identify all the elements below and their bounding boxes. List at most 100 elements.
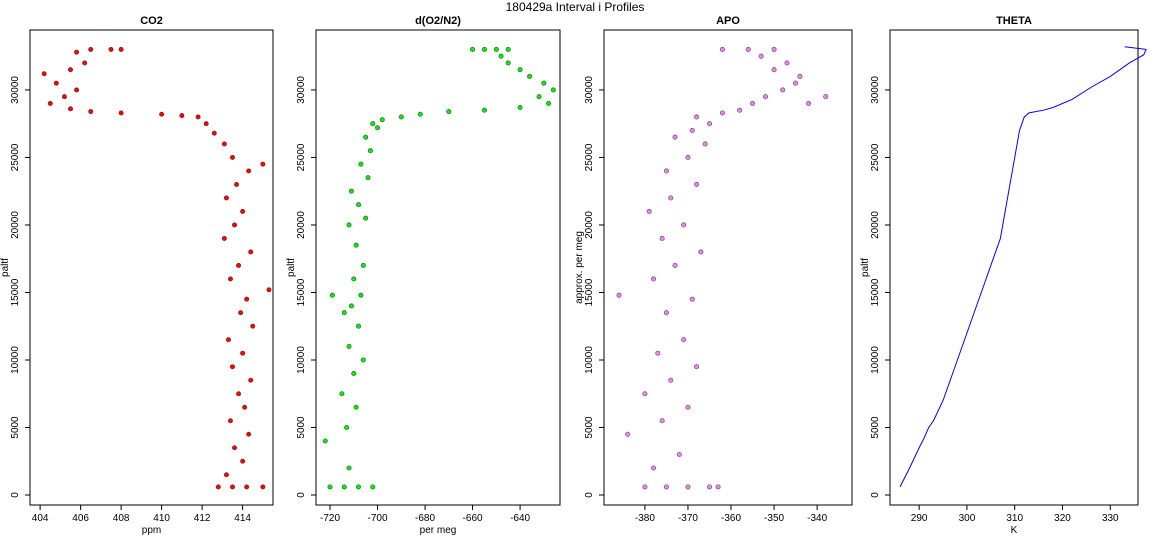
x-tick-label: -680 bbox=[415, 513, 435, 524]
point bbox=[344, 424, 350, 431]
point bbox=[698, 249, 704, 255]
point bbox=[67, 67, 74, 73]
point bbox=[355, 202, 362, 208]
point bbox=[685, 154, 691, 161]
x-tick-label: -660 bbox=[463, 513, 483, 524]
point bbox=[370, 484, 376, 490]
point bbox=[227, 276, 234, 282]
point bbox=[353, 242, 359, 248]
point bbox=[367, 148, 373, 154]
point bbox=[203, 121, 209, 127]
plot-frame bbox=[889, 29, 1139, 506]
y-tick-label: 25000 bbox=[296, 143, 307, 171]
point bbox=[616, 292, 622, 298]
y-tick-label: 30000 bbox=[584, 76, 595, 104]
x-axis-label: ppm bbox=[142, 525, 161, 536]
point bbox=[737, 107, 743, 113]
point bbox=[348, 188, 354, 194]
point bbox=[398, 114, 404, 120]
y-tick-label: 5000 bbox=[10, 416, 21, 439]
point bbox=[223, 195, 229, 201]
point bbox=[195, 114, 201, 120]
plot-frame bbox=[29, 29, 274, 506]
point bbox=[234, 181, 240, 188]
plot-frame bbox=[603, 29, 853, 506]
point bbox=[223, 472, 229, 478]
point bbox=[348, 303, 354, 309]
point bbox=[446, 109, 452, 115]
point bbox=[668, 377, 674, 383]
point bbox=[797, 73, 803, 79]
point bbox=[493, 46, 499, 52]
point bbox=[248, 377, 254, 383]
point bbox=[659, 235, 665, 242]
point bbox=[793, 80, 799, 86]
y-tick-label: 25000 bbox=[10, 143, 21, 171]
y-tick-label: 15000 bbox=[870, 278, 881, 306]
y-tick-label: 15000 bbox=[10, 278, 21, 306]
point bbox=[379, 117, 385, 123]
panel-title: d(O2/N2) bbox=[415, 15, 461, 27]
x-axis-label: per meg bbox=[420, 525, 457, 536]
point bbox=[341, 310, 347, 316]
point bbox=[365, 175, 371, 181]
point bbox=[672, 134, 678, 140]
point bbox=[231, 222, 238, 228]
point bbox=[517, 67, 523, 73]
point bbox=[771, 67, 777, 73]
y-tick-label: 5000 bbox=[870, 416, 881, 439]
point bbox=[681, 337, 687, 343]
point bbox=[505, 60, 511, 66]
figure-title: 180429a Interval i Profiles bbox=[506, 0, 645, 14]
y-tick-label: 30000 bbox=[296, 76, 307, 104]
point bbox=[346, 465, 352, 471]
point bbox=[481, 107, 487, 113]
point bbox=[236, 262, 242, 269]
point bbox=[676, 451, 682, 458]
point bbox=[642, 391, 648, 397]
panel: CO2 ppm paltf 404 406 408 410 412 414 0 5000 10000 1… bbox=[0, 15, 274, 536]
y-axis-label: approx. per meg bbox=[574, 231, 585, 304]
point bbox=[546, 100, 552, 107]
point bbox=[363, 215, 369, 221]
point bbox=[227, 418, 234, 424]
point bbox=[240, 208, 246, 215]
y-tick-label: 25000 bbox=[584, 143, 595, 171]
point bbox=[706, 121, 713, 127]
y-tick-label: 20000 bbox=[870, 211, 881, 239]
x-tick-label: -720 bbox=[320, 513, 340, 524]
x-tick-label: 310 bbox=[1006, 513, 1023, 524]
point bbox=[689, 296, 695, 302]
point bbox=[260, 484, 266, 490]
point bbox=[823, 94, 829, 100]
point bbox=[47, 100, 53, 107]
point bbox=[266, 287, 272, 293]
point bbox=[358, 292, 364, 298]
panel: APO approx. per meg -380 -370 -360 -350 -340 0 5… bbox=[574, 15, 853, 524]
point bbox=[689, 127, 695, 134]
plot-frame bbox=[315, 29, 561, 506]
point bbox=[53, 80, 59, 86]
point bbox=[663, 484, 669, 490]
x-tick-label: 320 bbox=[1054, 513, 1071, 524]
point bbox=[470, 46, 476, 52]
point bbox=[745, 46, 751, 52]
point bbox=[370, 121, 376, 127]
point bbox=[780, 87, 786, 93]
panel: d(O2/N2) per meg paltf -720 -700 -680 -660 -640… bbox=[286, 15, 561, 536]
point bbox=[784, 60, 790, 66]
y-tick-label: 30000 bbox=[870, 76, 881, 104]
x-tick-label: -340 bbox=[807, 513, 827, 524]
y-tick-label: 5000 bbox=[296, 416, 307, 439]
y-tick-label: 10000 bbox=[870, 346, 881, 374]
point bbox=[650, 276, 657, 282]
point bbox=[240, 458, 246, 464]
point bbox=[498, 53, 504, 59]
y-tick-label: 15000 bbox=[584, 278, 595, 306]
point bbox=[351, 276, 357, 282]
point bbox=[229, 364, 236, 370]
point bbox=[322, 438, 328, 444]
point bbox=[672, 262, 678, 269]
